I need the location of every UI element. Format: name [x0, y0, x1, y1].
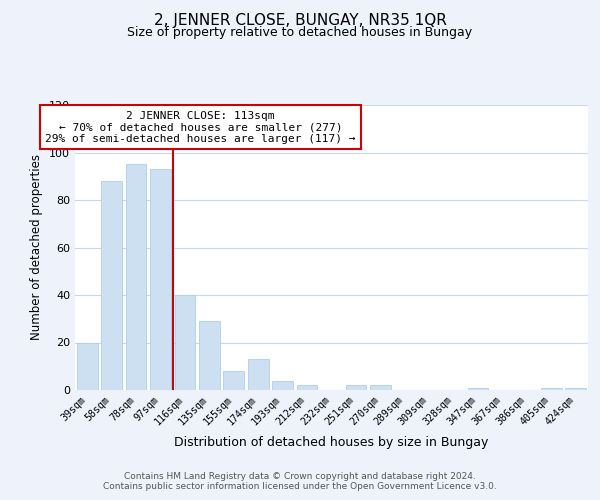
Text: 2, JENNER CLOSE, BUNGAY, NR35 1QR: 2, JENNER CLOSE, BUNGAY, NR35 1QR — [154, 12, 446, 28]
Text: 2 JENNER CLOSE: 113sqm
← 70% of detached houses are smaller (277)
29% of semi-de: 2 JENNER CLOSE: 113sqm ← 70% of detached… — [46, 110, 356, 144]
X-axis label: Distribution of detached houses by size in Bungay: Distribution of detached houses by size … — [175, 436, 488, 448]
Text: Contains HM Land Registry data © Crown copyright and database right 2024.: Contains HM Land Registry data © Crown c… — [124, 472, 476, 481]
Bar — [296, 385, 317, 390]
Bar — [541, 388, 562, 390]
Bar — [101, 181, 122, 390]
Bar — [223, 371, 244, 390]
Bar — [199, 321, 220, 390]
Bar — [346, 385, 367, 390]
Text: Contains public sector information licensed under the Open Government Licence v3: Contains public sector information licen… — [103, 482, 497, 491]
Bar — [248, 359, 269, 390]
Bar — [125, 164, 146, 390]
Bar — [175, 295, 196, 390]
Text: Size of property relative to detached houses in Bungay: Size of property relative to detached ho… — [127, 26, 473, 39]
Bar — [77, 342, 98, 390]
Bar — [272, 380, 293, 390]
Bar — [565, 388, 586, 390]
Y-axis label: Number of detached properties: Number of detached properties — [31, 154, 43, 340]
Bar — [150, 169, 171, 390]
Bar — [370, 385, 391, 390]
Bar — [467, 388, 488, 390]
